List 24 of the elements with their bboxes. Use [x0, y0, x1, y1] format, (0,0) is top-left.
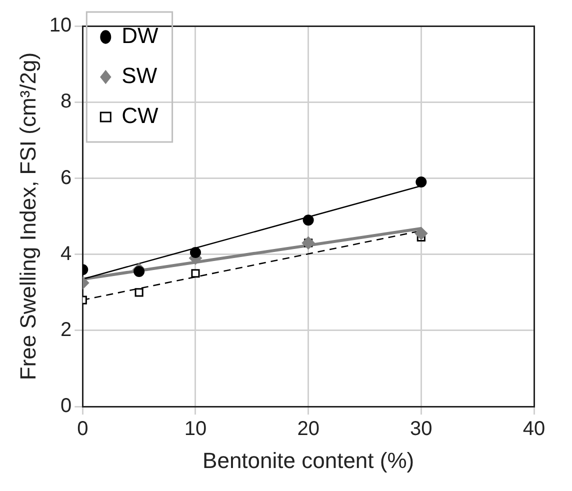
legend-label: SW	[122, 63, 158, 88]
x-tick-label: 40	[522, 418, 546, 440]
y-tick-label: 6	[60, 166, 72, 189]
y-tick-label: 2	[60, 318, 72, 341]
y-axis-title: Free Swelling Index, FSI (cm³/2g)	[15, 52, 40, 380]
x-tick-label: 10	[184, 418, 207, 440]
point	[302, 236, 315, 250]
x-tick-label: 20	[297, 418, 320, 440]
legend-label: DW	[122, 23, 159, 48]
x-axis-title: Bentonite content (%)	[202, 448, 414, 473]
y-tick-label: 10	[49, 14, 72, 37]
point	[302, 214, 314, 226]
x-tick-label: 30	[410, 418, 432, 440]
point	[191, 269, 200, 278]
point	[134, 288, 144, 297]
y-tick-label: 0	[60, 395, 72, 418]
point	[416, 176, 427, 188]
point	[134, 266, 145, 277]
point	[190, 246, 201, 258]
x-tick-label: 0	[77, 418, 88, 440]
legend-label: CW	[122, 103, 159, 128]
point	[414, 226, 428, 240]
y-tick-label: 4	[60, 242, 72, 265]
y-tick-label: 8	[60, 90, 72, 113]
